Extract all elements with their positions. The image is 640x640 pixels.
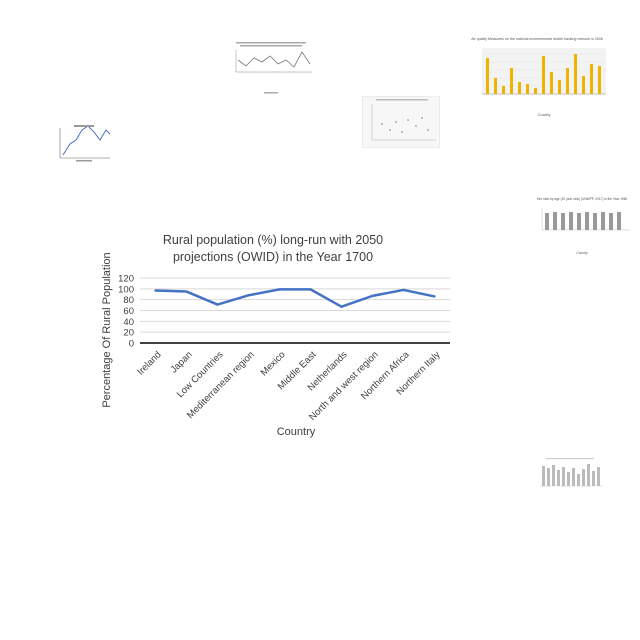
y-tick-label: 20	[123, 328, 134, 339]
data-point	[216, 303, 219, 306]
series-layer	[154, 288, 436, 308]
thumbnail-air-quality-bar-chart: Air quality Measures on the national env…	[462, 34, 612, 120]
data-point	[371, 294, 374, 298]
data-point	[309, 288, 312, 291]
y-axis-label: Percentage Of Rural Population	[101, 252, 113, 407]
y-tick-label: 0	[129, 339, 134, 350]
thumbnail-sex-ratio-bar-chart: Sex ratio by age (20 year olds) (UNWPP, …	[532, 194, 632, 258]
thumbnail-blue-line-chart	[54, 122, 114, 164]
y-tick-label: 100	[118, 284, 134, 295]
chart-gridlines	[140, 277, 450, 333]
thumbnail-sex-ratio-xlabel: Country	[576, 251, 588, 255]
x-axis-label: Country	[277, 426, 316, 438]
y-tick-label: 40	[123, 317, 134, 328]
thumbnail-gray-line-chart	[226, 40, 316, 96]
thumbnail-air-quality-title: Air quality Measures on the national env…	[471, 37, 602, 41]
data-point	[402, 288, 405, 292]
x-tick-label: Japan	[169, 349, 195, 375]
thumbnail-small-bar-chart	[536, 456, 604, 490]
data-point	[278, 288, 281, 291]
data-point	[433, 295, 436, 298]
thumbnail-sex-ratio-title: Sex ratio by age (20 year olds) (UNWPP, …	[537, 197, 628, 201]
y-tick-label: 60	[123, 306, 134, 317]
y-tick-label: 80	[123, 295, 134, 306]
data-point	[185, 290, 188, 293]
data-point	[340, 305, 343, 308]
chart-title-line-1: Rural population (%) long-run with 2050	[163, 233, 383, 247]
x-tick-label: Ireland	[135, 349, 163, 377]
x-tick-label: Mexico	[259, 349, 288, 378]
series-line	[155, 288, 435, 308]
thumbnail-air-quality-xlabel: County	[538, 112, 551, 117]
data-point	[247, 294, 250, 297]
thumbnail-scatter-chart	[362, 96, 440, 148]
data-point	[154, 289, 157, 292]
y-tick-label: 120	[118, 274, 134, 285]
chart-title-line-2: projections (OWID) in the Year 1700	[173, 250, 373, 264]
